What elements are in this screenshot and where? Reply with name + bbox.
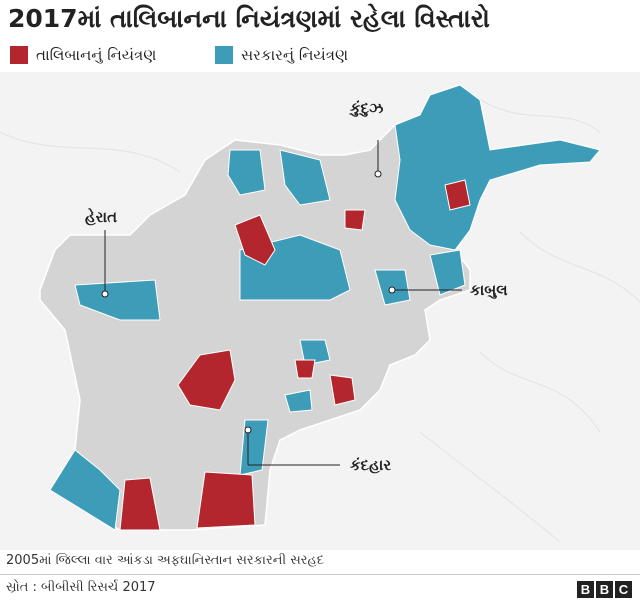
- district: [74, 279, 161, 321]
- district: [119, 477, 161, 531]
- legend-label: તાલિબાનનું નિયંત્રણ: [36, 46, 157, 64]
- legend-swatch: [215, 46, 233, 64]
- district: [284, 389, 313, 413]
- districts-government: [49, 84, 601, 531]
- city-markers: [101, 140, 462, 466]
- legend-label: સરકારનું નિયંત્રણ: [241, 46, 349, 64]
- district: [344, 209, 366, 231]
- district: [279, 149, 331, 206]
- source: સ્રોત : બીબીસી રિસર્ચ 2017: [6, 580, 156, 595]
- district: [234, 214, 276, 266]
- logo-letter: B: [596, 581, 613, 598]
- map: કુંદુઝ હેરાત કાબુલ કંદહાર: [0, 72, 640, 550]
- footnote: 2005માં જિલ્લા વાર આંકડા અફઘાનિસ્તાન સરક…: [6, 553, 325, 568]
- city-marker: [244, 426, 252, 434]
- city-label: કુંદુઝ: [348, 99, 383, 117]
- city-label: કંદહાર: [350, 456, 391, 474]
- district: [299, 339, 331, 366]
- logo: B B C: [577, 581, 632, 598]
- divider: [0, 574, 640, 575]
- district: [444, 179, 471, 211]
- title: 2017માં તાલિબાનના નિયંત્રણમાં રહેલા વિસ્…: [8, 4, 490, 33]
- neighbour-borders: [0, 91, 640, 543]
- city-label: હેરાત: [85, 207, 117, 226]
- district: [239, 419, 269, 476]
- legend-item: તાલિબાનનું નિયંત્રણ: [10, 46, 156, 64]
- city-marker: [374, 170, 382, 178]
- district: [294, 359, 316, 379]
- district: [196, 471, 256, 529]
- district: [394, 84, 601, 251]
- logo-letter: B: [577, 581, 594, 598]
- legend-item: સરકારનું નિયંત્રણ: [215, 46, 348, 64]
- district: [227, 149, 266, 196]
- districts-taliban: [119, 179, 471, 531]
- legend-swatch: [10, 46, 28, 64]
- city-marker: [388, 286, 396, 294]
- district: [429, 249, 466, 296]
- district: [177, 349, 236, 411]
- city-marker: [101, 290, 109, 298]
- city-label: કાબુલ: [470, 281, 508, 299]
- district: [329, 374, 356, 406]
- district: [49, 449, 121, 531]
- logo-letter: C: [615, 581, 632, 598]
